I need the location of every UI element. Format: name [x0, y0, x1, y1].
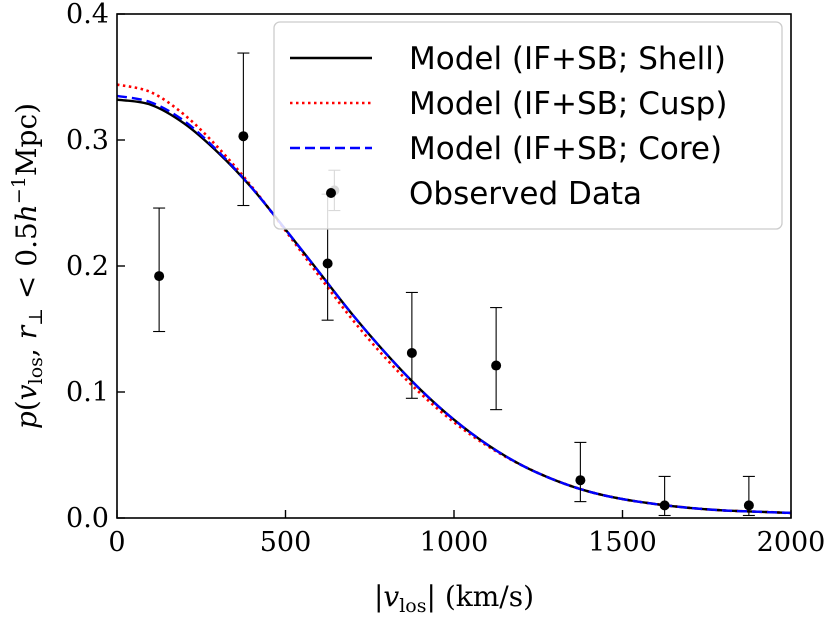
observed-point: [406, 347, 417, 358]
plot-frame: [116, 13, 792, 519]
x-tick-label: 2000: [757, 527, 826, 558]
y-tick-label: 0.0: [66, 503, 109, 534]
x-tick-label: 1000: [420, 527, 489, 558]
legend-box: [273, 21, 783, 230]
y-tick-label: 0.2: [66, 251, 109, 282]
y-axis-label: p(vlos, r⊥ < 0.5h−1Mpc): [8, 103, 47, 429]
legend-label: Model (IF+SB; Shell): [409, 41, 726, 77]
observed-point: [575, 475, 586, 486]
observed-point: [743, 500, 754, 511]
observed-point: [154, 271, 165, 282]
observed-point: [322, 258, 333, 269]
tick-labels: 0 500 1000 1500 2000 0.0 0.1 0.2 0.3 0.4: [66, 0, 825, 558]
legend-label: Model (IF+SB; Core): [409, 131, 722, 167]
observed-point: [238, 131, 249, 142]
series-line-dashed: [116, 94, 792, 515]
x-tick-label: 500: [260, 527, 312, 558]
y-tick-label: 0.1: [66, 377, 109, 408]
observed-point: [491, 360, 502, 371]
series-layer: [116, 83, 792, 515]
legend: Model (IF+SB; Shell) Model (IF+SB; Cusp) M…: [273, 21, 783, 230]
x-tick-label: 1500: [588, 527, 657, 558]
y-tick-label: 0.4: [66, 0, 109, 30]
y-tick-label: 0.3: [66, 125, 109, 156]
legend-label: Observed Data: [409, 176, 642, 212]
observed-point: [659, 500, 670, 511]
legend-label: Model (IF+SB; Cusp): [409, 86, 727, 122]
x-tick-label: 0: [108, 527, 125, 558]
x-axis-label: |vlos| (km/s): [374, 580, 534, 617]
legend-marker: [326, 188, 336, 198]
